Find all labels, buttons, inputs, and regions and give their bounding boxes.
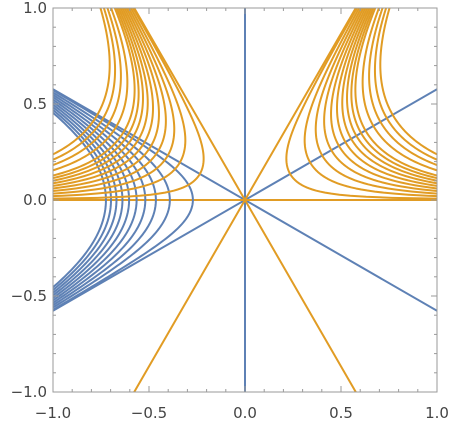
orange-contour-upper-left — [53, 8, 154, 187]
blue-contour-left — [53, 105, 118, 295]
orange-contour-upper-left — [53, 8, 136, 177]
contour-lines — [53, 8, 437, 392]
orange-contour-upper-left — [53, 8, 187, 198]
orange-contour-upper-right — [341, 8, 437, 185]
blue-contour-left — [53, 103, 124, 297]
orange-contour-upper-right — [379, 8, 437, 156]
x-tick-label: 1.0 — [425, 404, 449, 422]
y-tick-label: 1.0 — [23, 0, 47, 17]
orange-contour-upper-left — [53, 8, 144, 182]
orange-contour-upper-right — [285, 8, 437, 200]
orange-contour-upper-left — [53, 8, 111, 156]
orange-contour-upper-left — [53, 8, 122, 167]
blue-contour-left — [53, 111, 107, 289]
orange-contour-upper-left — [53, 8, 117, 161]
x-tick-label: −0.5 — [131, 404, 167, 422]
y-tick-label: −1.0 — [11, 383, 47, 401]
orange-contour-upper-right — [373, 8, 437, 161]
y-tick-label: 0.0 — [23, 191, 47, 209]
orange-contour-upper-left — [53, 8, 160, 190]
orange-contour-upper-right — [323, 8, 437, 193]
blue-contour-left — [53, 96, 147, 304]
blue-contour-left — [53, 89, 194, 311]
orange-contour-upper-right — [361, 8, 437, 172]
orange-contour-upper-left — [53, 8, 149, 185]
orange-contour-upper-left — [53, 8, 140, 180]
axis-tick-labels: −1.0 −0.5 0.0 0.5 1.0 −1.0 −0.5 0.0 0.5 1.0 — [11, 0, 449, 422]
x-tick-label: 0.5 — [329, 404, 353, 422]
blue-contour-left — [53, 100, 131, 300]
orange-contour-upper-right — [368, 8, 437, 167]
orange-contour-upper-left — [53, 8, 129, 172]
y-tick-label: −0.5 — [11, 287, 47, 305]
blue-contour-left — [53, 108, 112, 292]
orange-contour-upper-right — [330, 8, 437, 190]
orange-contour-upper-left — [53, 8, 176, 195]
orange-contour-upper-right — [303, 8, 437, 198]
blue-contour-left — [53, 91, 171, 309]
orange-contour-upper-right — [336, 8, 437, 187]
blue-contour-left — [53, 98, 138, 302]
orange-contour-upper-right — [350, 8, 437, 180]
orange-contour-upper-right — [314, 8, 437, 195]
x-tick-label: −1.0 — [35, 404, 71, 422]
y-tick-label: 0.5 — [23, 95, 47, 113]
axis-ticks — [52, 7, 438, 393]
x-tick-label: 0.0 — [233, 404, 257, 422]
orange-contour-upper-right — [346, 8, 437, 182]
orange-contour-upper-right — [354, 8, 437, 177]
orange-line-down — [133, 8, 357, 392]
orange-contour-upper-left — [53, 8, 167, 193]
orange-contour-upper-left — [53, 8, 205, 200]
blue-contour-left — [53, 93, 157, 307]
